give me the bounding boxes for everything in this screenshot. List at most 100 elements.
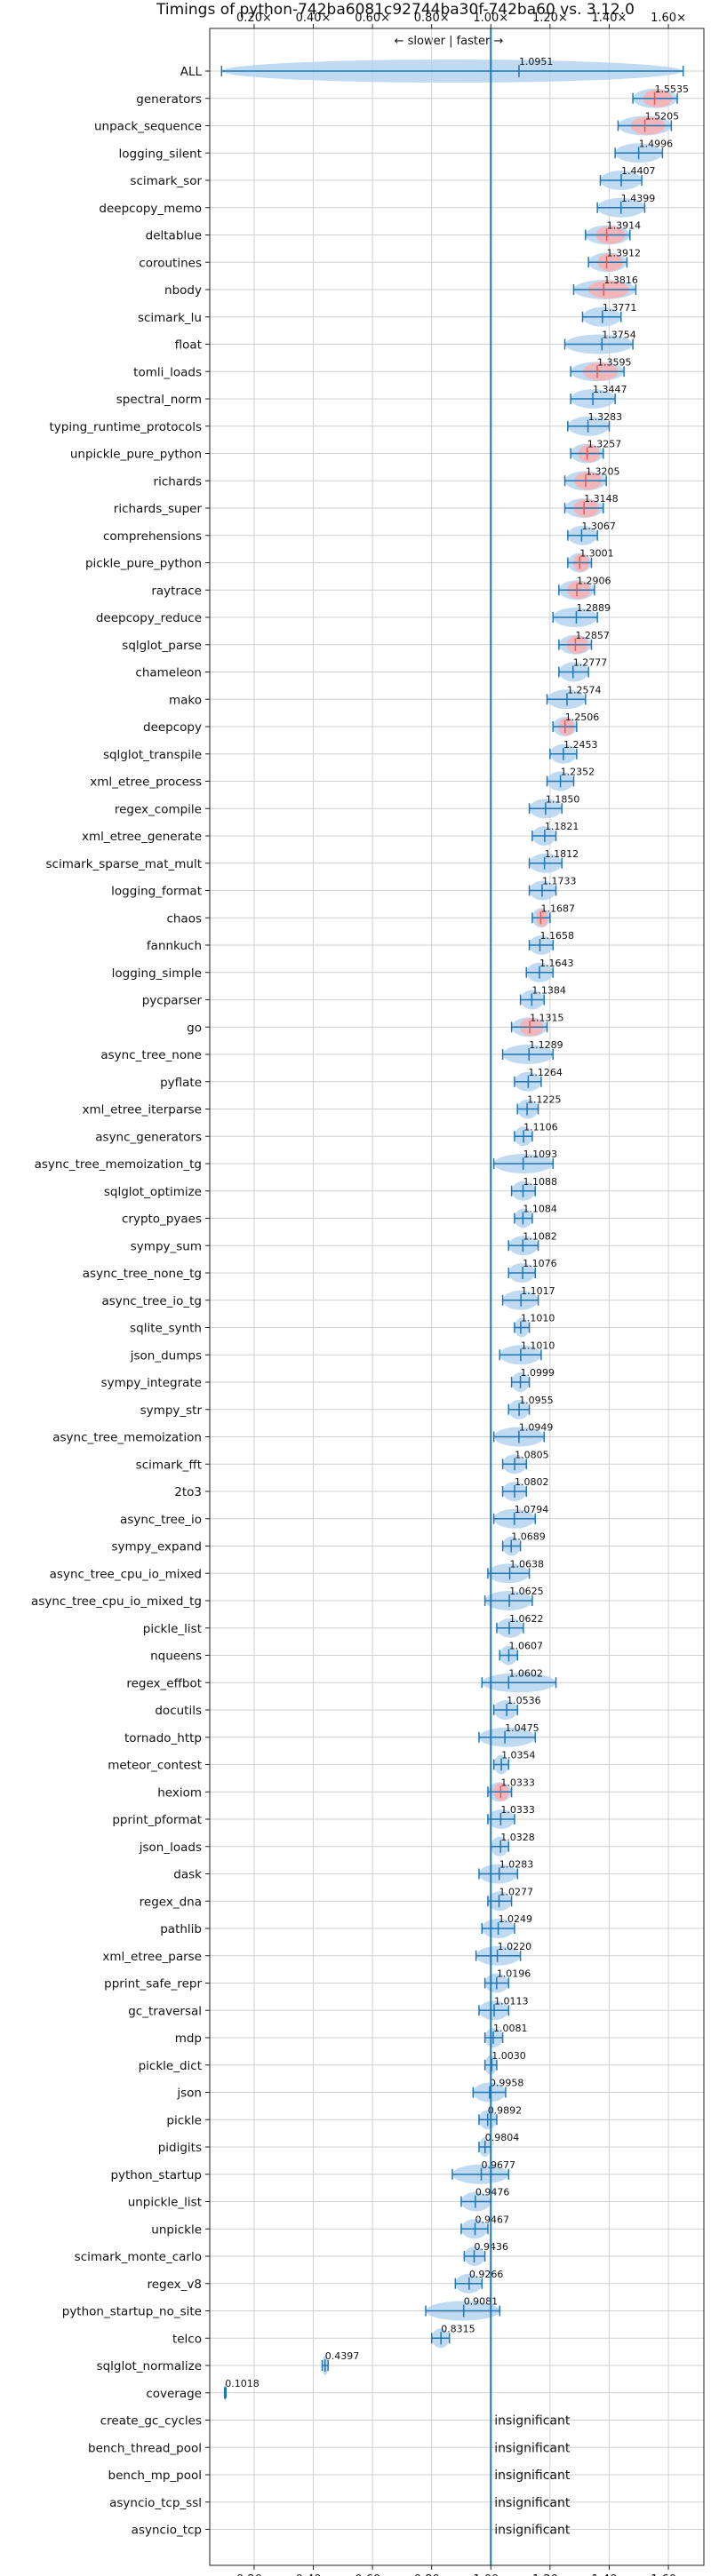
value-label: 1.2352 [561, 767, 595, 778]
value-label: 1.1093 [523, 1149, 558, 1160]
value-label: 1.0081 [493, 2023, 528, 2034]
insignificant-label: insignificant [494, 2469, 571, 2483]
benchmark-label: logging_silent [119, 147, 202, 161]
value-label: 1.0333 [500, 1804, 535, 1816]
x-tick-label: 1.60× [651, 12, 686, 25]
x-tick-label: 0.40× [296, 12, 332, 25]
benchmark-label: sympy_integrate [101, 1376, 202, 1390]
benchmark-label: bench_mp_pool [108, 2469, 202, 2483]
benchmark-label: comprehensions [103, 529, 202, 544]
benchmark-label: generators [136, 92, 202, 107]
value-label: 1.1289 [529, 1039, 563, 1051]
benchmark-label: hexiom [157, 1785, 202, 1800]
value-label: 1.0805 [515, 1449, 549, 1460]
value-label: 1.1010 [521, 1313, 555, 1324]
insignificant-label: insignificant [494, 2441, 571, 2455]
x-tick-label: 1.00× [473, 12, 508, 25]
value-label: 1.2453 [563, 739, 598, 751]
value-label: 1.1084 [523, 1204, 557, 1215]
benchmark-label: unpickle [151, 2222, 202, 2237]
benchmark-label: json_dumps [130, 1348, 202, 1363]
value-label: 1.1106 [523, 1121, 558, 1133]
value-label: 0.9804 [485, 2132, 520, 2143]
benchmark-label: scimark_fft [136, 1458, 202, 1472]
benchmark-label: regex_dna [140, 1895, 202, 1909]
benchmark-label: telco [172, 2332, 202, 2346]
benchmark-label: pprint_pformat [112, 1813, 202, 1827]
value-label: 0.1018 [225, 2378, 259, 2389]
benchmark-label: scimark_sor [130, 174, 202, 188]
benchmark-label: chameleon [135, 666, 202, 680]
benchmark-label: 2to3 [174, 1485, 202, 1499]
benchmark-label: go [187, 1021, 202, 1035]
x-tick-label: 0.20× [236, 12, 272, 25]
benchmark-label: chaos [166, 911, 202, 926]
value-label: 0.9958 [490, 2078, 524, 2089]
x-tick-label: 0.60× [355, 12, 390, 25]
benchmark-label: async_tree_io_tg [101, 1294, 202, 1308]
value-label: 1.3914 [607, 220, 642, 232]
value-label: 1.0602 [508, 1667, 543, 1679]
value-label: 1.1082 [523, 1230, 557, 1242]
benchmark-label: logging_simple [112, 966, 202, 981]
value-label: 1.3283 [588, 411, 623, 423]
benchmark-label: asyncio_tcp_ssl [109, 2496, 202, 2510]
value-label: 1.1264 [528, 1067, 563, 1078]
benchmark-label: unpickle_pure_python [70, 448, 202, 462]
benchmark-label: async_tree_memoization [52, 1431, 202, 1445]
value-label: 1.0249 [499, 1913, 533, 1925]
value-label: 1.1076 [523, 1258, 557, 1269]
benchmark-label: richards [154, 474, 202, 489]
value-label: 1.3257 [587, 439, 622, 450]
benchmark-label: nbody [164, 283, 202, 298]
chart-marks: 1.0951 1.5535 1.5205 1.4996 1.4407 1.4399 1.39… [220, 28, 689, 2565]
value-label: 1.0949 [519, 1422, 554, 1434]
value-label: 1.0622 [509, 1613, 544, 1625]
benchmark-label: dask [173, 1868, 202, 1882]
chart-subtitle: ← slower | faster → [395, 35, 504, 48]
benchmark-label: pprint_safe_repr [104, 1977, 202, 1992]
benchmark-label: xml_etree_process [90, 775, 202, 790]
value-label: 1.0951 [519, 56, 554, 68]
value-label: 1.3001 [579, 548, 614, 560]
value-label: 0.9476 [475, 2187, 510, 2198]
benchmark-label: sqlglot_optimize [104, 1185, 202, 1199]
benchmark-label: spectral_norm [116, 393, 202, 407]
value-label: 0.9677 [482, 2159, 516, 2171]
plot-frame [209, 28, 705, 2566]
chart-title: Timings of python-742ba6081c92744ba30f-7… [156, 1, 635, 19]
value-label: 1.0030 [491, 2050, 526, 2062]
benchmark-label: pathlib [160, 1922, 202, 1936]
value-label: 0.9081 [464, 2296, 499, 2308]
x-tick-label: 1.20× [532, 2573, 568, 2576]
benchmark-label: async_tree_io [120, 1513, 202, 1527]
x-tick-label: 0.20× [236, 2573, 272, 2576]
x-tick-label: 1.00× [473, 2573, 508, 2576]
x-tick-label: 0.60× [355, 2573, 390, 2576]
value-label: 1.1010 [521, 1340, 555, 1351]
value-label: 1.1733 [542, 876, 577, 887]
value-label: 1.0475 [505, 1722, 539, 1734]
value-label: 1.1315 [530, 1012, 564, 1023]
x-tick-label: 1.20× [532, 12, 568, 25]
benchmark-label: async_tree_cpu_io_mixed [50, 1567, 202, 1581]
benchmark-label: json_loads [139, 1841, 202, 1855]
benchmark-label: pickle_list [143, 1622, 202, 1636]
value-label: 1.1643 [539, 958, 574, 969]
value-label: 1.0536 [507, 1695, 541, 1706]
benchmark-label: unpack_sequence [94, 120, 202, 134]
benchmark-label: pickle [166, 2113, 202, 2127]
benchmark-label: create_gc_cycles [100, 2414, 202, 2429]
benchmark-label: scimark_lu [138, 311, 202, 325]
benchmark-label: gc_traversal [128, 2004, 202, 2018]
benchmark-label: async_tree_cpu_io_mixed_tg [31, 1594, 202, 1609]
benchmark-label: regex_v8 [147, 2278, 202, 2292]
benchmark-label: tomli_loads [133, 365, 202, 379]
value-label: 1.2857 [575, 630, 610, 641]
benchmark-label: pycparser [142, 994, 203, 1008]
value-label: 1.0113 [494, 1995, 529, 2007]
value-label: 1.0333 [500, 1777, 535, 1788]
value-label: 0.9467 [475, 2214, 510, 2225]
insignificant-label: insignificant [494, 2524, 571, 2538]
